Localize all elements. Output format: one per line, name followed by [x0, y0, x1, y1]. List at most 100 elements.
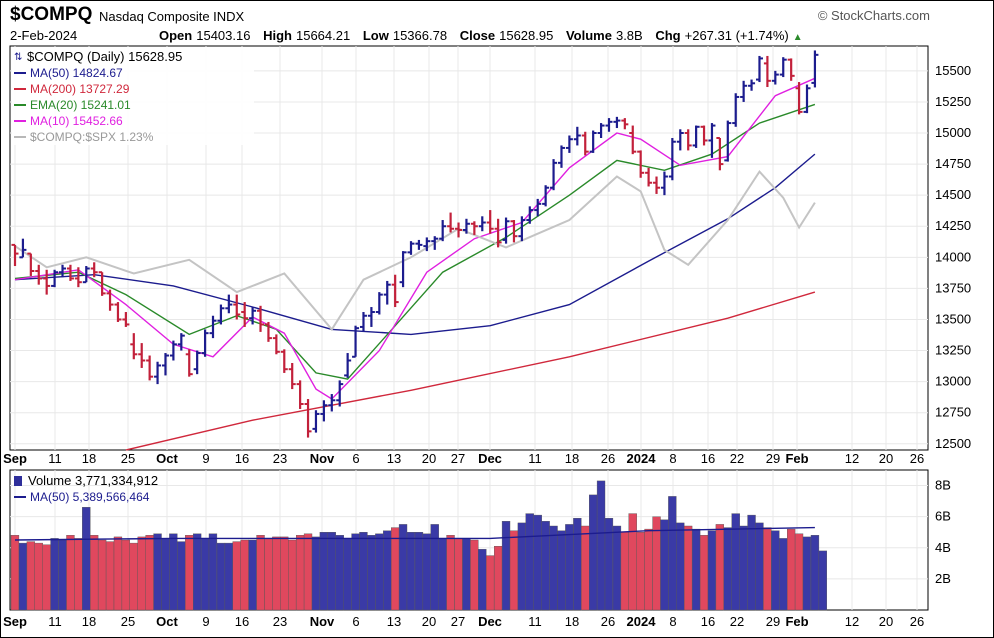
volume-bar-58 — [470, 539, 479, 611]
volume-bar-62 — [501, 521, 511, 611]
volume-x-axis: Sep 11 18 25 Oct 9 16 23 Nov 6 13 20 27 Dec 11 18 26 2024… — [3, 614, 924, 629]
legend-vol-ma: MA(50) 5,389,566,464 — [30, 490, 150, 504]
ohlc-bar-39 — [320, 400, 328, 422]
volume-xtick-label-25: 26 — [910, 614, 924, 629]
ohlc-bar-46 — [375, 292, 383, 315]
brand-watermark: © StockCharts.com — [817, 8, 930, 23]
volume-bar-45 — [367, 535, 376, 611]
volume-bar-90 — [723, 527, 732, 611]
ohlc-bar-3 — [35, 264, 43, 285]
volume-bar-91 — [731, 513, 740, 611]
price-xtick-label-0: Sep — [3, 451, 27, 466]
ohlc-bar-47 — [383, 280, 391, 305]
ohlc-bar-79 — [637, 150, 645, 178]
volume-ytick-label-3: 8B — [935, 478, 951, 493]
ohlc-bar-91 — [732, 93, 740, 127]
price-xtick-label-10: 13 — [387, 451, 401, 466]
volume-xtick-label-13: Dec — [478, 614, 502, 629]
ohlc-bar-18 — [154, 361, 162, 385]
ohlc-bar-1 — [19, 238, 27, 259]
ohlc-bar-75 — [605, 118, 613, 132]
volume-xtick-label-16: 26 — [601, 614, 615, 629]
volume-xtick-label-11: 20 — [422, 614, 436, 629]
volume-bar-21 — [177, 541, 186, 611]
ohlc-bar-49 — [399, 251, 407, 288]
volume-bar-76 — [612, 525, 622, 611]
price-xtick-label-7: 23 — [273, 451, 287, 466]
ohlc-bar-14 — [122, 312, 130, 327]
ohlc-bar-50 — [407, 241, 415, 255]
volume-bar-20 — [169, 533, 178, 611]
overlay-line-4 — [14, 169, 816, 332]
volume-ytick-label-0: 2B — [935, 571, 951, 586]
price-xtick-label-13: Dec — [478, 451, 502, 466]
ohlc-bar-76 — [613, 116, 621, 129]
volume-bar-56 — [454, 538, 463, 611]
volume-bar-35 — [288, 539, 297, 611]
price-xtick-label-1: 11 — [48, 451, 62, 466]
volume-xtick-label-18: 8 — [669, 614, 676, 629]
ohlc-bar-52 — [423, 237, 431, 252]
legend-background — [12, 47, 254, 145]
price-xtick-label-6: 16 — [235, 451, 249, 466]
ohlc-bar-63 — [510, 220, 518, 243]
ohlc-bar-54 — [439, 220, 447, 242]
volume-bar-42 — [343, 538, 352, 611]
ohlc-bar-96 — [771, 70, 779, 85]
volume-bar-0 — [10, 535, 20, 611]
open-value: 15403.16 — [196, 28, 251, 43]
volume-bar-14 — [121, 539, 131, 611]
volume-bar-83 — [668, 496, 677, 611]
ohlc-bar-5 — [51, 269, 59, 288]
ohlc-bar-41 — [336, 380, 344, 407]
volume-xtick-label-22: Feb — [785, 614, 808, 629]
volume-bar-24 — [200, 538, 210, 611]
price-ytick-label-13250: 13250 — [935, 343, 971, 358]
volume-bar-80 — [644, 528, 653, 611]
volume-bar-94 — [755, 522, 764, 611]
volume-bar-34 — [280, 536, 289, 611]
price-x-axis: Sep 11 18 25 Oct 9 16 23 Nov 6 13 20 27 Dec 11 18 26 2024… — [3, 451, 924, 466]
volume-bar-73 — [589, 494, 598, 611]
ohlc-bar-35 — [288, 362, 296, 390]
change-value: +267.31 (+1.74%) — [684, 28, 789, 43]
volume-bar-59 — [478, 549, 487, 611]
volume-bar-29 — [240, 539, 249, 611]
low-value: 15366.78 — [392, 28, 448, 43]
volume-bar-7 — [66, 535, 75, 611]
volume-bar-40 — [327, 532, 336, 611]
ohlc-bar-84 — [676, 129, 684, 151]
ticker-symbol: $COMPQ — [10, 4, 93, 25]
ohlc-bar-77 — [621, 118, 629, 130]
ohlc-bar-78 — [629, 125, 637, 155]
legend-ema20: EMA(20) 15241.01 — [30, 98, 131, 112]
volume-bar-50 — [406, 532, 416, 611]
volume-bar-41 — [335, 535, 344, 611]
volume-xtick-label-15: 18 — [565, 614, 579, 629]
ohlc-bar-61 — [494, 218, 502, 248]
ohlc-bar-29 — [241, 302, 249, 327]
volume-bar-48 — [391, 527, 400, 611]
price-xtick-label-4: Oct — [156, 451, 178, 466]
ohlc-bar-64 — [518, 216, 526, 242]
price-xtick-label-25: 26 — [910, 451, 924, 466]
ohlc-bar-16 — [138, 343, 146, 368]
high-label: High — [263, 28, 292, 43]
ohlc-bar-51 — [415, 239, 423, 250]
price-xtick-label-23: 12 — [845, 451, 859, 466]
price-ytick-label-14500: 14500 — [935, 187, 971, 202]
ohlc-bar-11 — [98, 271, 106, 296]
volume-xtick-label-8: Nov — [310, 614, 335, 629]
overlay-line-1 — [125, 291, 816, 451]
volume-bar-97 — [779, 538, 788, 611]
volume-ytick-label-2: 6B — [935, 509, 951, 524]
price-ytick-label-14250: 14250 — [935, 218, 971, 233]
close-label: Close — [459, 28, 496, 43]
volume-bar-82 — [660, 519, 669, 611]
ohlc-bar-40 — [328, 394, 336, 412]
quote-summary: Open 15403.16 High 15664.21 Low 15366.78 Cl… — [150, 28, 803, 43]
price-ytick-label-12500: 12500 — [935, 436, 971, 451]
ohlc-bar-8 — [74, 267, 82, 288]
ohlc-bar-83 — [668, 137, 676, 181]
volume-xtick-label-24: 20 — [879, 614, 893, 629]
